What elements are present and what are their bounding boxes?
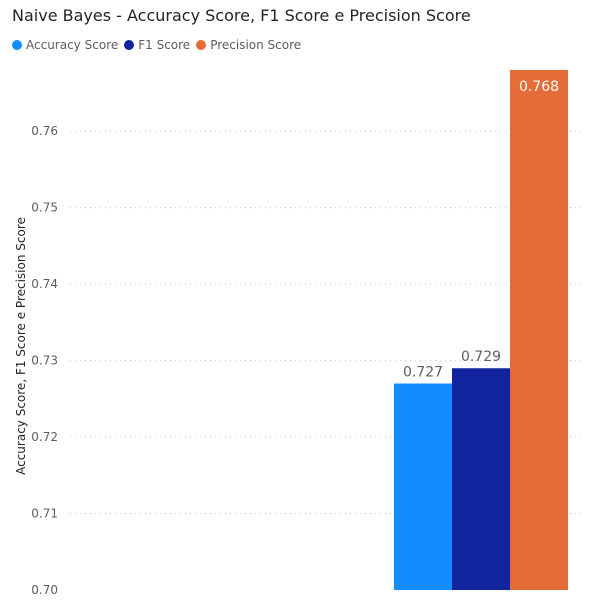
y-axis-ticks: 0.70 0.71 0.72 0.73 0.74 0.75 0.76: [31, 124, 58, 597]
chart-title: Naive Bayes - Accuracy Score, F1 Score e…: [12, 6, 471, 25]
gridlines: [70, 130, 585, 515]
data-labels: 0.727 0.729 0.768: [403, 79, 559, 381]
y-axis-label: Accuracy Score, F1 Score e Precision Sco…: [14, 217, 28, 475]
y-tick-label: 0.70: [31, 583, 58, 597]
legend-label-f1: F1 Score: [138, 38, 191, 52]
legend-label-precision: Precision Score: [210, 38, 302, 52]
legend-dot-f1: [124, 40, 135, 50]
data-label-f1-score: 0.729: [461, 349, 501, 365]
data-label-accuracy-score: 0.727: [403, 365, 443, 381]
legend-dot-precision: [196, 40, 207, 50]
bars: [394, 70, 568, 590]
chart-legend: Accuracy Score F1 Score Precision Score: [12, 38, 307, 52]
bar-f1-score[interactable]: [452, 368, 510, 590]
y-tick-label: 0.76: [31, 124, 58, 138]
y-tick-label: 0.74: [31, 277, 58, 291]
legend-label-accuracy: Accuracy Score: [26, 38, 119, 52]
y-tick-label: 0.72: [31, 430, 58, 444]
y-tick-label: 0.75: [31, 201, 58, 215]
legend-item-accuracy[interactable]: Accuracy Score: [12, 38, 118, 52]
legend-item-precision[interactable]: Precision Score: [196, 38, 301, 52]
legend-item-f1[interactable]: F1 Score: [124, 38, 190, 52]
bar-precision-score[interactable]: [510, 70, 568, 590]
y-tick-label: 0.71: [31, 507, 58, 521]
legend-dot-accuracy: [12, 40, 22, 50]
y-tick-label: 0.73: [31, 354, 58, 368]
bar-accuracy-score[interactable]: [394, 383, 452, 590]
data-label-precision-score: 0.768: [519, 79, 559, 95]
